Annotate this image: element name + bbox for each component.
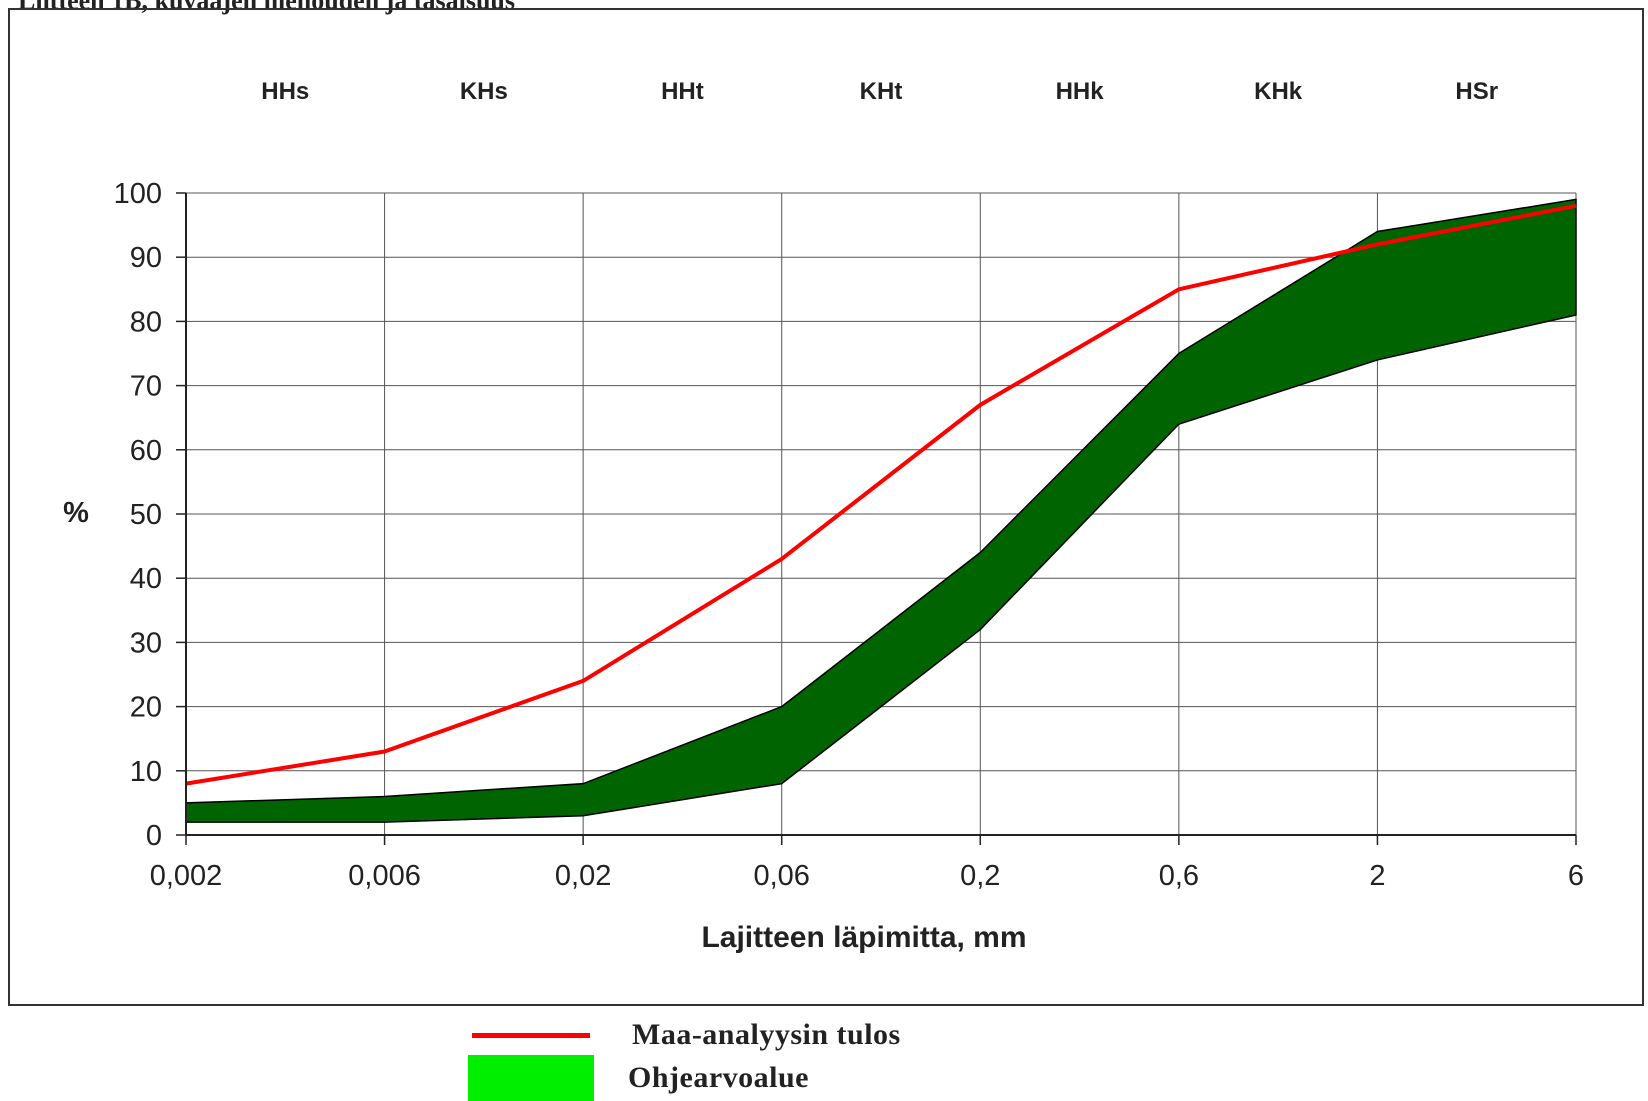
soil-class-label: HSr	[1455, 78, 1498, 105]
chart: 0 10 20 30 40 50 60 70 80 90 100 0,002 0,006 0,02 0,06…	[63, 78, 1584, 954]
guide-band-area	[185, 198, 1577, 823]
y-tick-label: 100	[114, 178, 162, 210]
x-tick-label: 6	[1568, 860, 1584, 892]
x-tick-label: 0,6	[1159, 860, 1199, 892]
result-point	[979, 404, 981, 406]
y-tick-label: 60	[130, 435, 162, 467]
x-axis-title: Lajitteen läpimitta, mm	[701, 921, 1026, 954]
legend-item-result: Maa-analyysin tulos	[472, 1018, 901, 1052]
x-tick-label: 0,002	[150, 860, 223, 892]
x-tick-label: 0,2	[960, 860, 1000, 892]
axes	[176, 192, 1577, 845]
legend-item-guide: Ohjearvoalue	[468, 1055, 809, 1101]
result-point	[1376, 243, 1378, 245]
soil-class-label: HHs	[261, 78, 309, 105]
result-point	[1178, 288, 1180, 290]
y-tick-label: 10	[130, 756, 162, 788]
x-tick-label: 0,02	[555, 860, 611, 892]
legend-swatch-box	[468, 1055, 594, 1101]
y-tick-label: 40	[130, 563, 162, 595]
result-point	[384, 751, 386, 753]
y-tick-label: 30	[130, 627, 162, 659]
soil-class-label: KHk	[1254, 78, 1303, 105]
x-tick-label: 0,06	[753, 860, 809, 892]
legend-label: Ohjearvoalue	[628, 1061, 809, 1094]
result-point	[1575, 205, 1577, 207]
y-tick-label: 80	[130, 306, 162, 338]
y-tick-label: 90	[130, 242, 162, 274]
x-tick-label: 2	[1369, 860, 1385, 892]
result-line-path	[185, 203, 1577, 786]
y-tick-label: 20	[130, 692, 162, 724]
y-tick-label: 50	[130, 499, 162, 531]
page-caption: Liitteen 1B, kuvaajen hienouden ja tasai…	[18, 0, 515, 15]
soil-class-label: KHt	[860, 78, 903, 105]
y-tick-label: 70	[130, 371, 162, 403]
result-point	[781, 558, 783, 560]
legend-swatch-line	[472, 1032, 590, 1038]
soil-class-label: HHt	[661, 78, 704, 105]
result-point	[582, 680, 584, 682]
y-tick-label: 0	[146, 820, 162, 852]
y-axis-title: %	[63, 497, 89, 529]
soil-class-label: KHs	[460, 78, 508, 105]
legend-label: Maa-analyysin tulos	[632, 1018, 901, 1051]
soil-class-label: HHk	[1056, 78, 1105, 105]
labels: 0 10 20 30 40 50 60 70 80 90 100 0,002 0,006 0,02 0,06…	[63, 78, 1584, 954]
guide-band	[185, 198, 1577, 823]
chart-frame	[8, 8, 1644, 1006]
x-tick-label: 0,006	[348, 860, 421, 892]
